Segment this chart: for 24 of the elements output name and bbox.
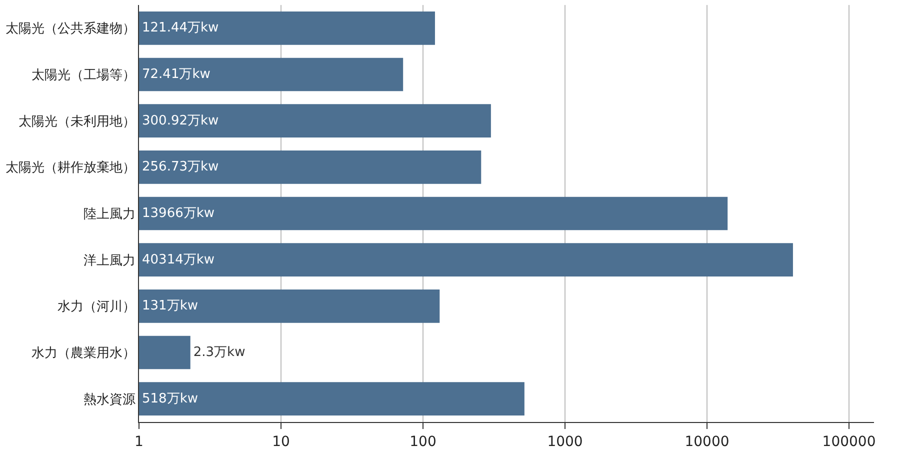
- y-tick-label: 太陽光（耕作放棄地）: [5, 160, 136, 176]
- data-label: 13966万kw: [142, 206, 215, 221]
- y-tick-label: 水力（農業用水）: [31, 346, 136, 362]
- y-tick-label: 熱水資源: [83, 392, 136, 408]
- y-tick-label: 洋上風力: [83, 253, 136, 268]
- y-tick-label: 太陽光（公共系建物）: [5, 22, 136, 37]
- y-tick-label: 陸上風力: [83, 207, 136, 222]
- x-tick-label: 10000: [684, 434, 730, 450]
- x-tick-label: 100: [410, 434, 436, 450]
- data-label: 300.92万kw: [142, 113, 220, 128]
- data-label: 518万kw: [142, 391, 198, 406]
- data-label: 131万kw: [142, 298, 198, 314]
- data-label: 72.41万kw: [142, 67, 211, 82]
- y-tick-label: 太陽光（工場等）: [31, 68, 136, 84]
- data-label: 2.3万kw: [193, 345, 246, 360]
- x-tick-label: 1000: [547, 434, 583, 450]
- y-tick-label: 水力（河川）: [57, 300, 136, 315]
- x-tick-label: 1: [134, 434, 144, 450]
- y-tick-label: 太陽光（未利用地）: [18, 114, 136, 130]
- x-tick-label: 100000: [822, 434, 876, 450]
- data-label: 40314万kw: [142, 252, 215, 268]
- data-label: 256.73万kw: [142, 160, 220, 175]
- data-label: 121.44万kw: [142, 20, 220, 36]
- x-tick-label: 10: [272, 434, 290, 450]
